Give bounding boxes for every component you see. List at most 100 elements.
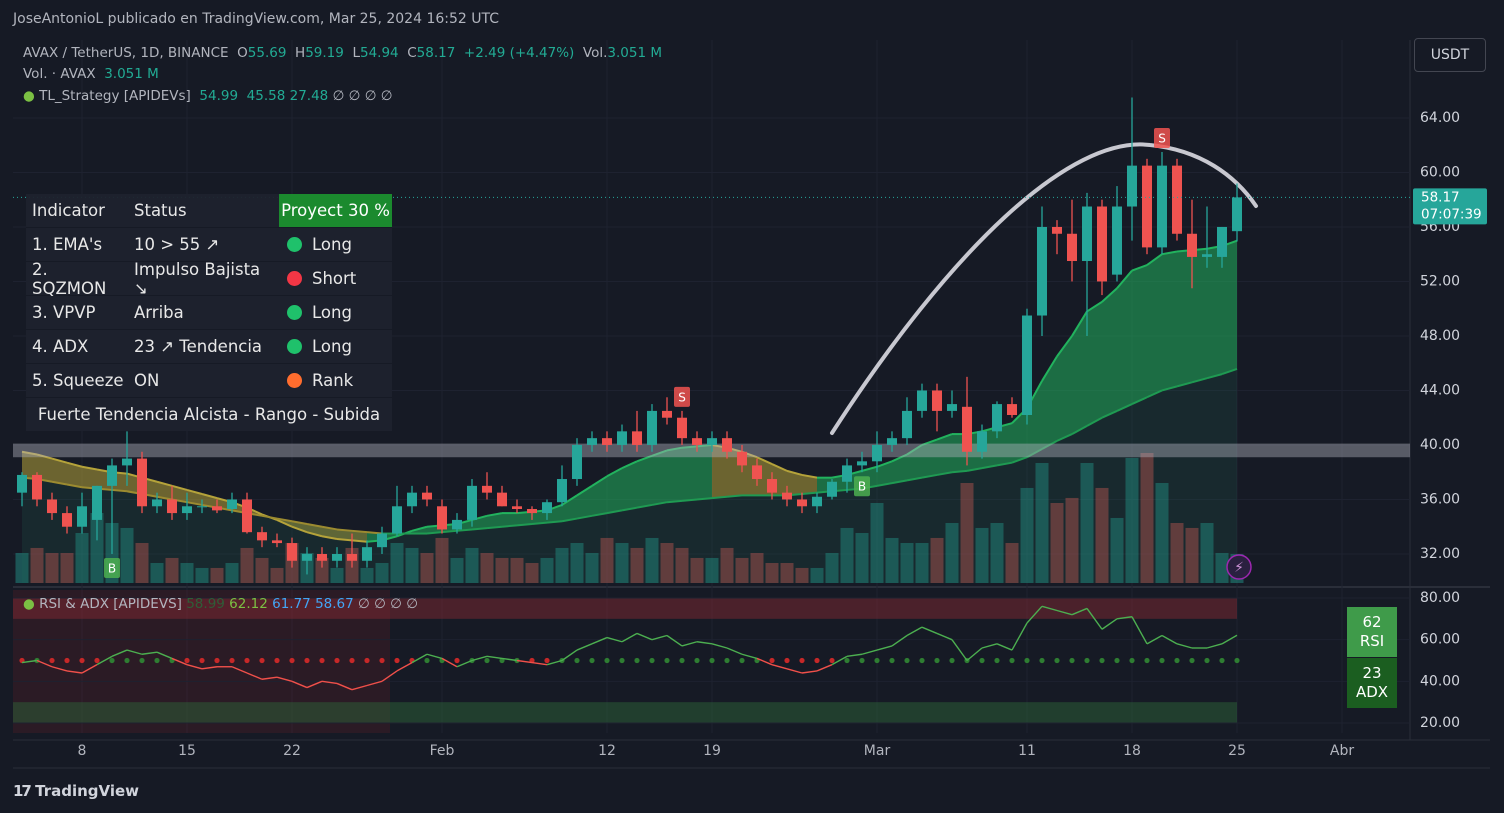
- volume-bar: [810, 567, 824, 583]
- rsi-line: [531, 661, 548, 666]
- rsi-line: [681, 641, 698, 647]
- band-shade: [727, 495, 742, 583]
- band-line: [291, 520, 308, 525]
- band-shade: [52, 481, 67, 583]
- band-shade: [652, 502, 667, 583]
- band-line: [591, 475, 608, 487]
- candle-body: [1022, 315, 1032, 415]
- candle-body: [602, 438, 612, 445]
- volume-bar: [315, 557, 329, 583]
- band-fill: [592, 476, 607, 516]
- candle-body: [1202, 254, 1212, 257]
- rsi-icon: ●: [23, 596, 35, 612]
- band-fill: [712, 444, 727, 499]
- band-line: [966, 467, 983, 472]
- band-line: [936, 433, 953, 441]
- signal-dot: [739, 657, 745, 664]
- candle-body: [872, 444, 882, 462]
- band-line: [606, 509, 623, 515]
- band-shade: [922, 474, 937, 583]
- volume-bar: [600, 537, 614, 583]
- currency-button[interactable]: USDT: [1414, 38, 1486, 72]
- strategy-value: ∅: [348, 88, 361, 104]
- band-line: [1086, 301, 1103, 313]
- signal-dot: [259, 657, 265, 664]
- band-shade: [1027, 449, 1042, 583]
- band-line: [606, 467, 623, 478]
- rsi-legend-value: ∅: [358, 596, 370, 612]
- candle-body: [662, 410, 672, 418]
- band-line: [426, 531, 443, 535]
- rsi-legend-value: 58.99: [186, 596, 225, 612]
- band-line: [636, 503, 653, 509]
- band-shade: [907, 477, 922, 583]
- rsi-legend-value: 58.67: [315, 596, 354, 612]
- price-tag-countdown: 07:07:39: [1421, 206, 1482, 222]
- table-row: 4. ADX 23 ↗ Tendencia Long: [26, 330, 392, 364]
- signal-text: Short: [312, 269, 357, 288]
- candle-body: [812, 496, 822, 507]
- volume-bar: [855, 533, 869, 583]
- signal-dot: [424, 657, 430, 664]
- band-fill: [67, 462, 82, 488]
- rsi-line: [141, 651, 158, 655]
- signal-dot: [214, 657, 220, 664]
- x-tick-label: 12: [598, 743, 616, 759]
- volume-bar: [1080, 463, 1094, 583]
- band-shade: [862, 485, 877, 583]
- rsi-line: [81, 664, 98, 674]
- candle-body: [977, 431, 987, 452]
- volume-bar: [870, 503, 884, 583]
- band-shade: [127, 491, 142, 583]
- volume-bar: [30, 547, 44, 583]
- band-line: [1041, 355, 1058, 382]
- signal-dot: [394, 657, 400, 664]
- band-line: [336, 528, 353, 532]
- band-line: [501, 524, 518, 528]
- volume-bar: [120, 527, 134, 583]
- volume-bar: [150, 563, 164, 583]
- band-fill: [1132, 265, 1147, 405]
- volume-bar: [465, 547, 479, 583]
- band-line: [651, 449, 668, 457]
- band-fill: [907, 444, 922, 481]
- band-line: [171, 484, 188, 491]
- candle-body: [257, 532, 267, 541]
- signal-dot: [634, 657, 640, 664]
- rsi-line: [276, 676, 293, 683]
- rsi-line: [1146, 634, 1163, 645]
- band-shade: [1087, 417, 1102, 583]
- rsi-line: [591, 636, 608, 645]
- y-tick-label: 60.00: [1420, 164, 1460, 180]
- rsi-line: [786, 668, 803, 674]
- candle-body: [242, 499, 252, 533]
- volume-bar: [270, 567, 284, 583]
- rsi-line: [606, 636, 623, 643]
- rsi-line: [231, 666, 248, 674]
- vol-legend-value: 3.051 M: [104, 66, 159, 82]
- band-fill: [1057, 335, 1072, 441]
- band-line: [891, 453, 908, 463]
- candle-body: [362, 547, 372, 561]
- signal-dot: [244, 657, 250, 664]
- band-shade: [217, 507, 232, 583]
- band-line: [726, 494, 743, 498]
- x-tick-label: Abr: [1330, 743, 1354, 759]
- band-line: [561, 517, 578, 523]
- candle-body: [962, 406, 972, 452]
- band-line: [891, 479, 908, 485]
- signal-cell: Rank: [279, 364, 392, 397]
- band-fill: [682, 446, 697, 501]
- band-fill: [1072, 311, 1087, 435]
- rsi-line: [1041, 605, 1058, 612]
- table-header-cell: Status: [134, 201, 187, 220]
- band-shade: [292, 521, 307, 583]
- h-value: 59.19: [305, 45, 344, 61]
- band-shade: [757, 495, 772, 583]
- rsi-legend: ● RSI & ADX [APIDEVS] 58.99 62.12 61.77 …: [23, 596, 418, 612]
- band-line: [1176, 381, 1193, 388]
- signal-dot: [139, 657, 145, 664]
- candle-body: [842, 465, 852, 482]
- rsi-line: [36, 659, 53, 668]
